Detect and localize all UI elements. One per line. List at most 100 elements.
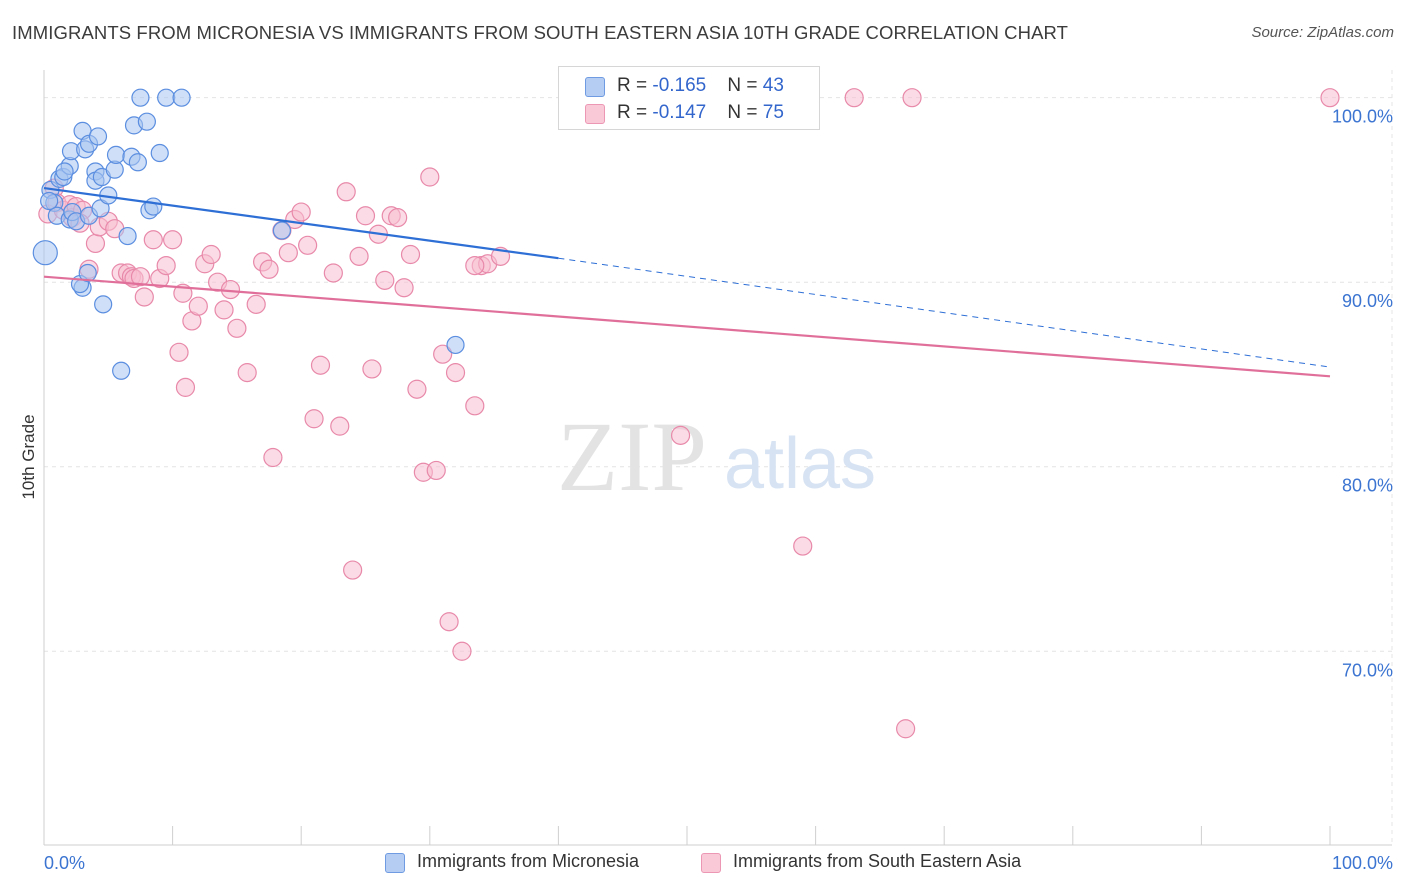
data-point-sea: [375, 270, 395, 290]
y-tick-label: 90.0%: [1342, 291, 1393, 311]
series-micronesia-points: [32, 88, 465, 380]
data-point-sea: [336, 182, 356, 202]
y-tick-label: 70.0%: [1342, 660, 1393, 680]
gridlines: [44, 70, 1393, 845]
data-point-sea: [407, 379, 427, 399]
data-point-sea: [291, 202, 311, 222]
watermark-atlas: atlas: [724, 424, 876, 504]
y-axis-label: 10th Grade: [19, 414, 38, 499]
data-point-sea: [227, 318, 247, 338]
data-point-sea: [362, 359, 382, 379]
data-point-sea: [445, 363, 466, 383]
x-tick-label: 0.0%: [44, 853, 85, 873]
legend-swatch-micronesia: [385, 853, 405, 873]
data-point-sea: [388, 208, 408, 228]
data-point-sea: [163, 230, 183, 250]
chart-title: IMMIGRANTS FROM MICRONESIA VS IMMIGRANTS…: [12, 22, 1069, 43]
data-point-sea: [263, 447, 283, 468]
data-point-micronesia: [172, 88, 191, 107]
data-point-sea: [278, 243, 298, 263]
watermark-zip: ZIP: [557, 401, 707, 512]
data-point-micronesia: [150, 143, 169, 163]
data-point-sea: [310, 355, 331, 375]
data-point-sea: [237, 363, 257, 383]
data-point-sea: [452, 641, 472, 661]
legend-swatch-sea: [701, 853, 721, 873]
data-point-micronesia: [128, 153, 147, 172]
data-point-sea: [439, 612, 459, 632]
data-point-sea: [304, 409, 324, 429]
data-point-sea: [156, 255, 176, 276]
data-point-micronesia: [94, 295, 113, 314]
data-point-sea: [134, 287, 154, 307]
data-point-sea: [465, 396, 485, 416]
legend-label-micronesia: Immigrants from Micronesia: [417, 851, 640, 871]
data-point-sea: [246, 294, 266, 314]
data-point-micronesia: [144, 197, 163, 216]
legend-n-value: 75: [762, 102, 784, 123]
legend-r-label: R =: [617, 102, 653, 123]
data-point-sea: [298, 235, 318, 255]
data-point-sea: [330, 416, 350, 436]
y-tick-label: 80.0%: [1342, 476, 1393, 496]
trend-lines: [43, 187, 1331, 378]
trend-line-micronesia: [43, 187, 559, 260]
data-point-sea: [130, 267, 151, 287]
legend-n-label: N =: [727, 75, 763, 96]
data-point-sea: [400, 244, 421, 265]
legend-label-sea: Immigrants from South Eastern Asia: [733, 851, 1022, 871]
data-point-sea: [394, 278, 414, 298]
data-point-sea: [188, 296, 208, 316]
trend-line-sea: [43, 275, 1331, 378]
data-point-micronesia: [88, 127, 108, 146]
tick-labels: 70.0% 80.0% 90.0% 100.0% 0.0% 100.0%: [44, 107, 1393, 873]
data-point-micronesia: [118, 226, 137, 246]
data-point-micronesia: [137, 112, 156, 131]
data-point-sea: [323, 263, 343, 283]
data-point-sea: [426, 460, 446, 481]
data-point-micronesia: [272, 221, 292, 240]
legend-r-value: -0.165: [652, 75, 707, 96]
data-point-micronesia: [131, 88, 150, 107]
data-point-sea: [902, 88, 922, 108]
series-legend: Immigrants from Micronesia Immigrants fr…: [0, 851, 1406, 877]
data-point-micronesia: [78, 263, 97, 283]
trend-line-micronesia-extrapolated: [558, 257, 1331, 368]
y-tick-label: 100.0%: [1332, 107, 1393, 127]
correlation-legend: R = -0.165 N = 43 R = -0.147 N = 75: [558, 66, 820, 130]
data-point-sea: [433, 344, 453, 364]
data-point-sea: [793, 536, 813, 556]
data-point-sea: [175, 377, 196, 397]
data-point-micronesia: [446, 335, 465, 355]
data-point-sea: [85, 233, 106, 254]
data-point-sea: [420, 167, 440, 187]
data-point-sea: [201, 244, 221, 265]
legend-r-label: R =: [617, 75, 653, 96]
data-point-micronesia: [106, 145, 126, 164]
axes: [43, 70, 1392, 846]
data-point-sea: [844, 88, 864, 108]
data-point-sea: [259, 259, 279, 279]
legend-r-value: -0.147: [652, 102, 707, 123]
data-point-sea: [343, 560, 363, 580]
data-point-sea: [355, 206, 376, 226]
data-point-sea: [143, 230, 163, 250]
data-point-sea: [670, 425, 691, 445]
legend-n-value: 43: [762, 75, 784, 96]
data-point-micronesia: [112, 361, 131, 380]
watermark: ZIP atlas: [557, 401, 876, 512]
legend-swatch-sea: [585, 104, 605, 124]
legend-n-label: N =: [727, 102, 763, 123]
data-point-micronesia: [40, 191, 59, 211]
data-point-sea: [896, 719, 916, 739]
data-point-sea: [465, 255, 485, 276]
data-point-sea: [169, 342, 189, 362]
data-point-micronesia: [32, 240, 58, 266]
source-credit: Source: ZipAtlas.com: [1251, 24, 1394, 41]
x-tick-label: 100.0%: [1332, 853, 1393, 873]
data-point-sea: [214, 300, 234, 320]
data-point-sea: [349, 246, 369, 266]
legend-swatch-micronesia: [585, 77, 605, 97]
data-point-sea: [1320, 88, 1340, 108]
